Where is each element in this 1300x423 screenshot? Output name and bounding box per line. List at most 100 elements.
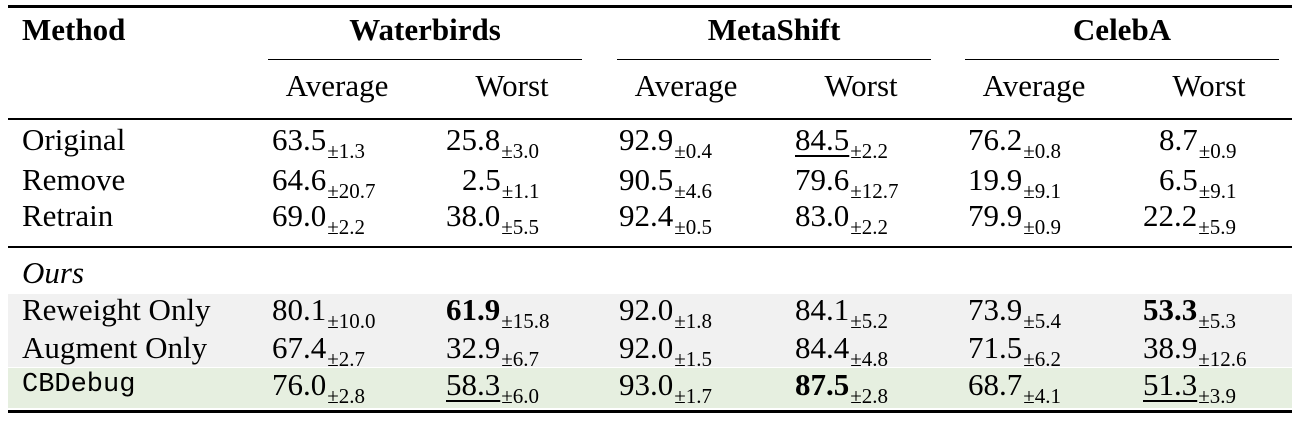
score-value: 22.2 <box>1143 198 1198 233</box>
score-cell: 92.4±0.5 <box>619 198 712 239</box>
score-cell: 84.5±2.2 <box>795 122 889 163</box>
score-cell: 61.9±15.8 <box>446 292 550 333</box>
score-cell: 67.4±2.7 <box>272 330 366 371</box>
score-std: ±6.2 <box>1023 347 1062 371</box>
score-cell: 38.0±5.5 <box>446 198 540 239</box>
score-value: 76.0 <box>272 367 327 402</box>
score-value: 92.9 <box>619 122 674 157</box>
score-std: ±2.8 <box>850 384 889 408</box>
score-value: 38.0 <box>446 198 501 233</box>
score-cell: 80.1±10.0 <box>272 292 376 333</box>
score-value: 90.5 <box>619 162 674 197</box>
method-name: Retrain <box>22 198 114 233</box>
bottom-rule <box>8 410 1292 413</box>
score-std: ±9.1 <box>1023 179 1062 203</box>
score-cell: 19.9±9.1 <box>968 162 1062 203</box>
score-std: ±6.0 <box>501 384 540 408</box>
score-std: ±15.8 <box>501 309 550 333</box>
score-value: 84.1 <box>795 292 850 327</box>
score-std: ±20.7 <box>327 179 376 203</box>
score-cell: 63.5±1.3 <box>272 122 365 163</box>
score-value: 80.1 <box>272 292 327 327</box>
method-name: Remove <box>22 162 126 197</box>
score-value: 93.0 <box>619 367 674 402</box>
score-std: ±2.7 <box>327 347 366 371</box>
score-cell: 2.5±1.1 <box>462 162 540 203</box>
score-std: ±2.2 <box>850 215 889 239</box>
score-cell: 73.9±5.4 <box>968 292 1062 333</box>
subheader-worst: Worst <box>824 68 898 103</box>
score-value: 92.0 <box>619 292 674 327</box>
score-value: 25.8 <box>446 122 501 157</box>
score-cell: 58.3±6.0 <box>446 367 540 408</box>
score-std: ±0.9 <box>1198 139 1237 163</box>
group-rule-waterbirds <box>268 59 582 60</box>
score-cell: 51.3±3.9 <box>1143 367 1236 408</box>
score-value: 53.3 <box>1143 292 1198 327</box>
method-name: CBDebug <box>22 370 136 400</box>
score-value: 2.5 <box>462 162 501 197</box>
score-std: ±0.8 <box>1023 139 1062 163</box>
score-value: 76.2 <box>968 122 1023 157</box>
score-std: ±1.1 <box>501 179 540 203</box>
score-value: 8.7 <box>1159 122 1198 157</box>
score-cell: 64.6±20.7 <box>272 162 376 203</box>
score-value: 71.5 <box>968 330 1023 365</box>
subheader-average: Average <box>285 68 389 103</box>
score-cell: 92.0±1.5 <box>619 330 713 371</box>
top-rule <box>8 5 1292 8</box>
score-std: ±1.7 <box>674 384 713 408</box>
score-cell: 69.0±2.2 <box>272 198 365 239</box>
score-value: 92.4 <box>619 198 674 233</box>
group-rule-celeba <box>965 59 1279 60</box>
score-value: 87.5 <box>795 367 850 402</box>
score-std: ±12.7 <box>850 179 899 203</box>
score-cell: 8.7±0.9 <box>1159 122 1237 163</box>
method-header: Method <box>22 12 126 47</box>
score-std: ±5.9 <box>1198 215 1237 239</box>
score-cell: 76.0±2.8 <box>272 367 366 408</box>
score-std: ±5.3 <box>1198 309 1237 333</box>
subheader-average: Average <box>634 68 738 103</box>
highlight-band-cbdebug <box>8 368 1292 408</box>
score-value: 79.6 <box>795 162 850 197</box>
score-value: 84.5 <box>795 122 850 157</box>
score-cell: 84.4±4.8 <box>795 330 888 371</box>
score-value: 51.3 <box>1143 367 1198 402</box>
score-value: 83.0 <box>795 198 850 233</box>
subheader-average: Average <box>982 68 1086 103</box>
score-value: 67.4 <box>272 330 327 365</box>
method-name: Original <box>22 122 126 157</box>
group-header-waterbirds: Waterbirds <box>349 12 501 47</box>
subheader-worst: Worst <box>475 68 549 103</box>
score-std: ±4.1 <box>1023 384 1062 408</box>
score-std: ±10.0 <box>327 309 376 333</box>
highlight-band-ablation <box>8 294 1292 367</box>
score-cell: 53.3±5.3 <box>1143 292 1237 333</box>
score-value: 92.0 <box>619 330 674 365</box>
score-value: 68.7 <box>968 367 1023 402</box>
score-cell: 32.9±6.7 <box>446 330 539 371</box>
mid-rule <box>8 246 1292 248</box>
score-value: 32.9 <box>446 330 501 365</box>
score-std: ±12.6 <box>1198 347 1247 371</box>
subheader-worst: Worst <box>1172 68 1246 103</box>
score-std: ±0.4 <box>674 139 713 163</box>
score-std: ±2.2 <box>850 139 889 163</box>
score-value: 6.5 <box>1159 162 1198 197</box>
score-cell: 79.9±0.9 <box>968 198 1061 239</box>
score-std: ±5.5 <box>501 215 540 239</box>
score-std: ±1.5 <box>674 347 713 371</box>
group-header-celeba: CelebA <box>1072 12 1172 47</box>
group-rule-metashift <box>617 59 931 60</box>
score-std: ±2.8 <box>327 384 366 408</box>
group-header-metashift: MetaShift <box>707 12 841 47</box>
score-value: 64.6 <box>272 162 327 197</box>
score-cell: 76.2±0.8 <box>968 122 1062 163</box>
score-std: ±5.4 <box>1023 309 1062 333</box>
score-value: 73.9 <box>968 292 1023 327</box>
score-value: 84.4 <box>795 330 850 365</box>
method-name: Reweight Only <box>22 292 211 327</box>
score-value: 58.3 <box>446 367 501 402</box>
score-std: ±5.2 <box>850 309 889 333</box>
